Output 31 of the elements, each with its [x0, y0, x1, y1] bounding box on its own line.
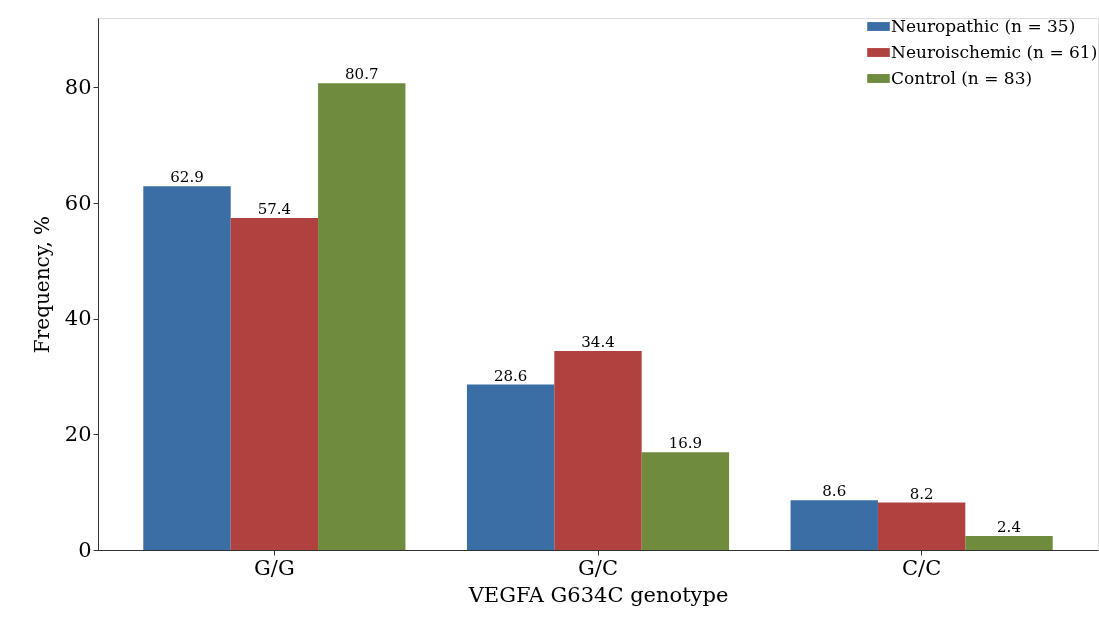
- legend-label: Control (n = 83): [891, 67, 1033, 88]
- legend-label: Neuroischemic (n = 61): [891, 41, 1098, 62]
- data-label: 8.2: [909, 484, 934, 503]
- bar: [641, 452, 730, 550]
- data-label: 2.4: [997, 518, 1021, 537]
- legend-label: Neuropathic (n = 35): [891, 15, 1076, 36]
- data-label: 80.7: [345, 65, 379, 84]
- y-tick-label: 0: [78, 537, 92, 562]
- y-axis-title: Frequency, %: [29, 215, 54, 354]
- x-tick-label: G/C: [578, 555, 618, 580]
- data-label: 8.6: [822, 482, 847, 501]
- data-label: 16.9: [668, 434, 703, 453]
- data-label: 28.6: [493, 366, 528, 385]
- y-tick-label: 40: [64, 306, 92, 331]
- bar: [318, 83, 406, 550]
- bar: [790, 500, 878, 550]
- bar: [230, 218, 319, 550]
- bar: [466, 384, 555, 550]
- y-tick-label: 20: [64, 421, 92, 446]
- y-tick-label: 80: [64, 74, 92, 99]
- bar: [965, 536, 1053, 550]
- x-tick-label: G/G: [254, 555, 295, 580]
- bar: [877, 502, 966, 550]
- data-label: 57.4: [257, 200, 292, 219]
- data-label: 34.4: [581, 333, 615, 352]
- bar: [143, 186, 231, 550]
- data-label: 62.9: [170, 168, 204, 187]
- bar: [554, 351, 642, 550]
- x-axis-title: VEGFA G634C genotype: [467, 582, 729, 607]
- y-tick-label: 60: [64, 190, 92, 215]
- x-tick-label: C/C: [902, 555, 942, 580]
